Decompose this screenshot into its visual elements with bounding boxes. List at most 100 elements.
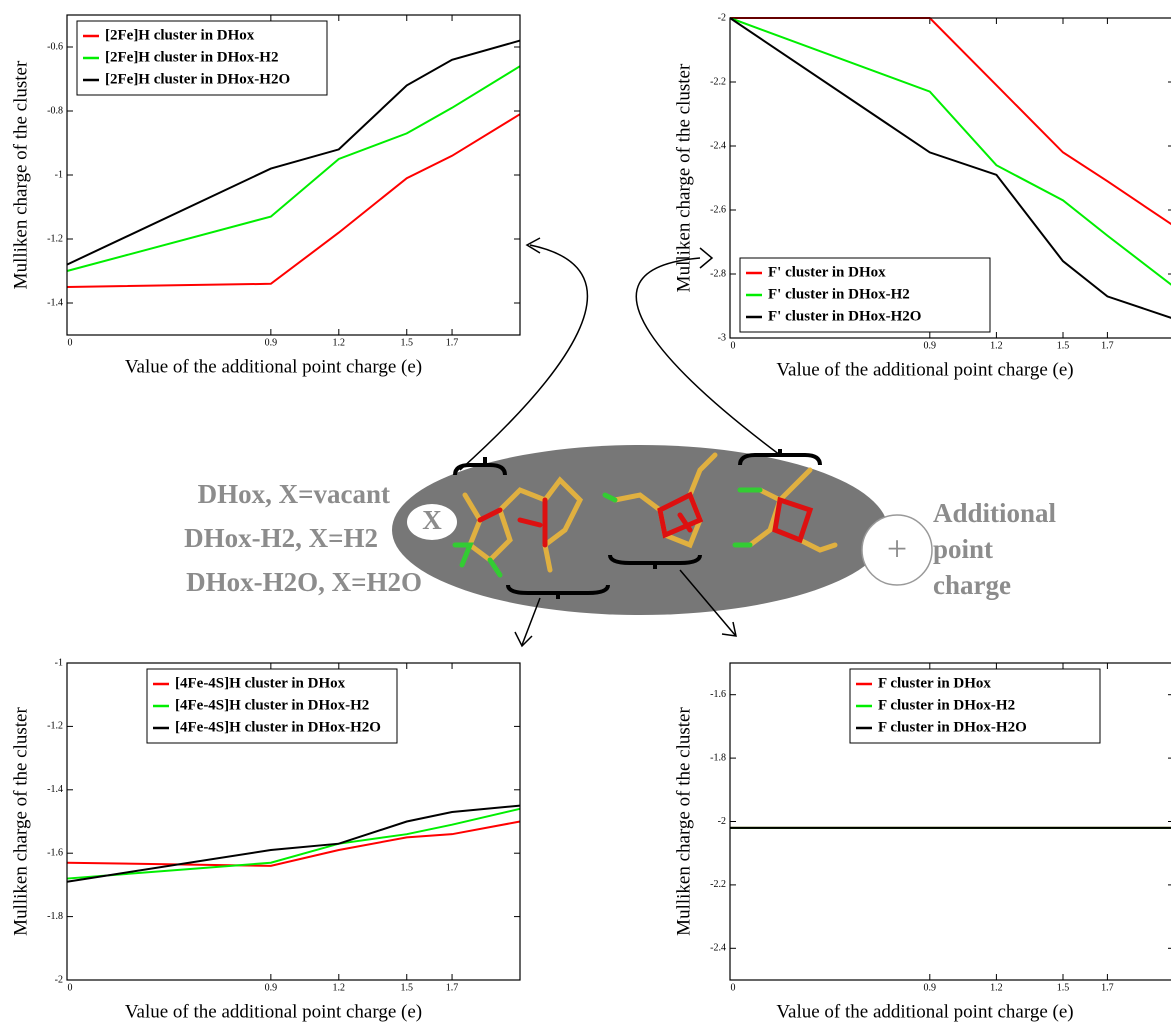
y-tick-label: -0.6: [47, 41, 63, 52]
bracket: [608, 554, 702, 569]
legend-label: [4Fe-4S]H cluster in DHox: [175, 675, 346, 691]
y-axis-label: Mulliken charge of the cluster: [673, 707, 694, 936]
plot-frame: [729, 662, 1171, 981]
x-tick-label: 1.5: [1057, 340, 1070, 351]
y-axis-label: Mulliken charge of the cluster: [10, 707, 31, 936]
y-tick-label: -2.4: [710, 943, 726, 954]
x-tick-label: 0: [731, 340, 736, 351]
x-tick-label: 1.5: [1057, 982, 1070, 993]
y-axis-label: Mulliken charge of the cluster: [10, 60, 31, 289]
plot-frame: [66, 662, 521, 981]
series-line: [66, 804, 521, 883]
bracket: [506, 584, 610, 599]
legend-box: [76, 20, 328, 96]
legend-label: [4Fe-4S]H cluster in DHox-H2: [175, 697, 369, 713]
x-tick-label: 1.7: [1101, 982, 1114, 993]
arrows: [459, 237, 781, 648]
legend-label: F' cluster in DHox: [768, 264, 886, 280]
series-line: [730, 17, 1171, 226]
x-tick-label: 0.9: [924, 982, 937, 993]
x-tick-label: 0: [731, 982, 736, 993]
y-tick-label: -2.2: [710, 76, 726, 87]
legend-label: [2Fe]H cluster in DHox-H2: [105, 49, 278, 65]
y-tick-label: -1: [55, 657, 63, 668]
plot-frame: [66, 14, 521, 336]
bracket: [453, 457, 507, 476]
site-marker: [407, 504, 457, 540]
state-label: DHox-H2, X=H2: [184, 523, 378, 553]
x-axis-label: Value of the additional point charge (e): [125, 356, 422, 377]
y-axis-label: Mulliken charge of the cluster: [673, 63, 694, 292]
legend-label: F cluster in DHox: [878, 675, 991, 691]
legend-label: [2Fe]H cluster in DHox-H2O: [105, 71, 290, 87]
series-line: [66, 65, 521, 272]
x-tick-label: 1.7: [446, 337, 459, 348]
series-line: [66, 820, 521, 867]
y-tick-label: -1.4: [47, 297, 63, 308]
x-tick-label: 1.7: [1101, 340, 1114, 351]
legend-label: F' cluster in DHox-H2O: [768, 308, 921, 324]
x-tick-label: 1.5: [401, 982, 414, 993]
legend-label: F cluster in DHox-H2O: [878, 719, 1027, 735]
y-tick-label: -2: [718, 816, 726, 827]
legend-label: [4Fe-4S]H cluster in DHox-H2O: [175, 719, 381, 735]
x-axis-label: Value of the additional point charge (e): [125, 1001, 422, 1022]
y-tick-label: -2.2: [710, 879, 726, 890]
y-tick-label: -3: [718, 332, 726, 343]
y-tick-label: -1.2: [47, 233, 63, 244]
series-line: [66, 113, 521, 288]
y-tick-label: -1.8: [47, 911, 63, 922]
point-charge-label: point: [933, 534, 993, 564]
series-line: [729, 17, 1171, 319]
plus-sign: +: [887, 528, 907, 568]
x-tick-label: 1.2: [333, 337, 346, 348]
chart: -2 -1.8 -1.6 -1.4 -1.2 -1 0 0.9 1.2 1.5 1.7 Value o…: [10, 657, 521, 1022]
protein-ellipse: [392, 445, 888, 615]
x-tick-label: 1.7: [446, 982, 459, 993]
plot-frame: [729, 17, 1171, 339]
series-line: [729, 17, 1171, 286]
x-tick-label: 1.5: [401, 337, 414, 348]
y-tick-label: -2: [718, 12, 726, 23]
x-tick-label: 0.9: [265, 337, 278, 348]
x-tick-label: 0.9: [265, 982, 278, 993]
site-label: X: [422, 505, 442, 535]
chart: -2.4 -2.2 -2 -1.8 -1.6 0 0.9 1.2 1.5 1.7 Value of …: [673, 662, 1171, 1022]
point-charge-label: Additional: [933, 498, 1057, 528]
chart: -3 -2.8 -2.6 -2.4 -2.2 -2 0 0.9 1.2 1.5 1.7 Value o…: [673, 12, 1171, 380]
y-tick-label: -1: [55, 169, 63, 180]
legend-label: [2Fe]H cluster in DHox: [105, 27, 255, 43]
x-axis-label: Value of the additional point charge (e): [776, 1001, 1073, 1022]
state-label: DHox, X=vacant: [198, 479, 390, 509]
legend-label: F cluster in DHox-H2: [878, 697, 1015, 713]
molecule-diagram: [392, 237, 933, 648]
y-tick-label: -1.6: [710, 689, 726, 700]
y-tick-label: -2.8: [710, 268, 726, 279]
bracket: [738, 449, 822, 466]
x-tick-label: 1.2: [990, 982, 1003, 993]
molecule-sticks: [452, 452, 838, 578]
y-tick-label: -1.2: [47, 721, 63, 732]
point-charge-label: charge: [933, 570, 1011, 600]
x-tick-label: 0: [68, 337, 73, 348]
x-tick-label: 0.9: [924, 340, 937, 351]
y-tick-label: -1.6: [47, 847, 63, 858]
series-line: [66, 39, 521, 266]
x-tick-label: 1.2: [990, 340, 1003, 351]
legend-label: F' cluster in DHox-H2: [768, 286, 910, 302]
x-tick-label: 0: [68, 982, 73, 993]
y-tick-label: -1.8: [710, 752, 726, 763]
diagram-labels: DHox, X=vacant DHox-H2, X=H2 DHox-H2O, X…: [184, 479, 1056, 600]
chart: -1.4 -1.2 -1 -0.8 -0.6 0 0.9 1.2 1.5 1.7 Value of …: [10, 14, 521, 377]
y-tick-label: -1.4: [47, 784, 63, 795]
legend-box: [849, 668, 1101, 744]
y-tick-label: -2.6: [710, 204, 726, 215]
point-charge-marker: [861, 514, 933, 586]
x-tick-label: 1.2: [333, 982, 346, 993]
state-label: DHox-H2O, X=H2O: [186, 567, 422, 597]
y-tick-label: -2.4: [710, 140, 726, 151]
x-axis-label: Value of the additional point charge (e): [776, 359, 1073, 380]
legend-box: [739, 257, 991, 333]
series-line: [66, 807, 521, 880]
